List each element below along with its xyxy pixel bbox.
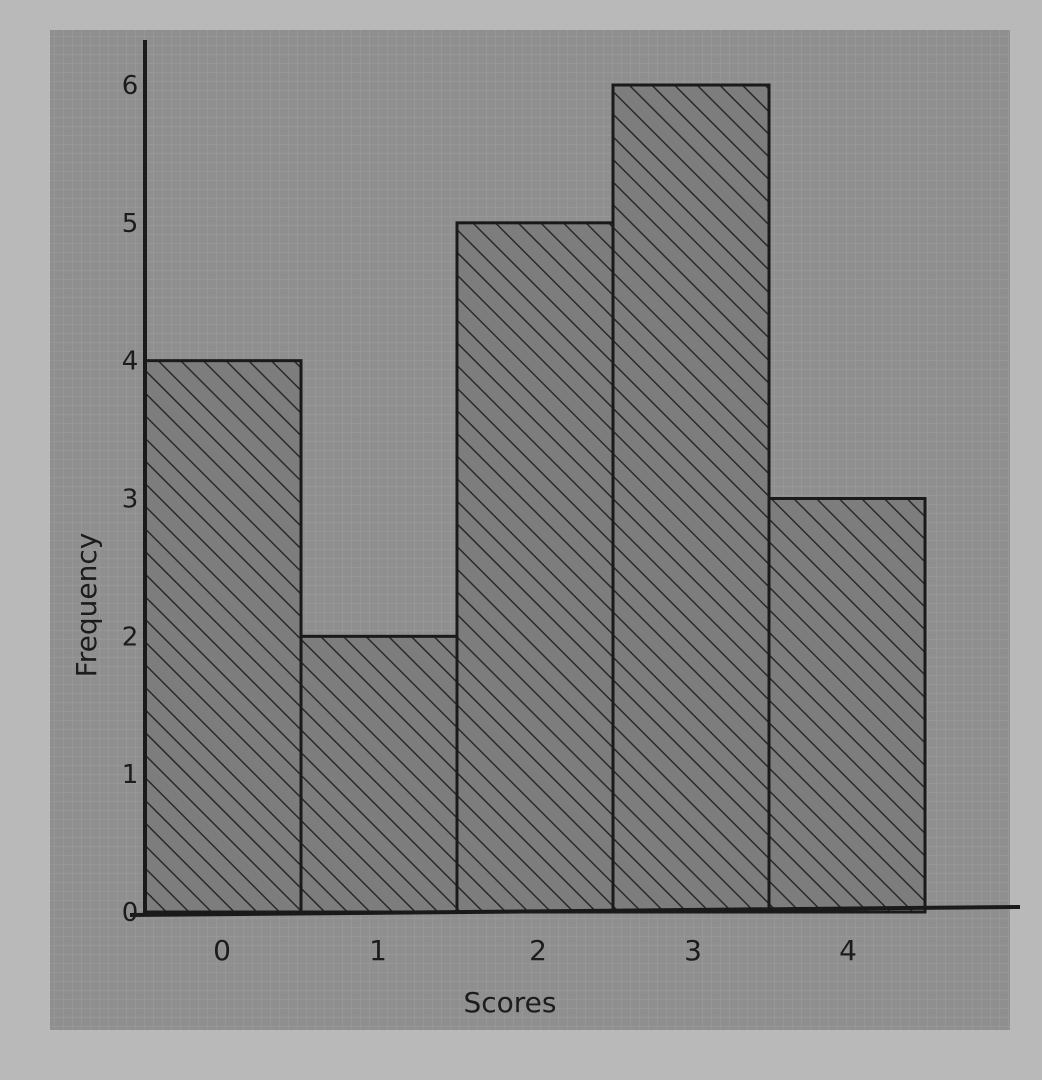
- y-axis-label: Frequency: [70, 533, 103, 678]
- y-tick-label-5: 5: [122, 209, 139, 239]
- bar-3: [611, 83, 771, 914]
- x-tick-label-4: 4: [839, 934, 857, 967]
- y-tick-label-6: 6: [122, 71, 139, 101]
- bar-0: [143, 359, 303, 914]
- x-tick-label-3: 3: [684, 934, 702, 967]
- bars-group: [143, 83, 927, 914]
- x-tick-label-0: 0: [213, 934, 231, 967]
- x-axis-label: Scores: [463, 986, 556, 1019]
- y-tick-label-0: 0: [122, 898, 139, 928]
- x-axis-line: [129, 905, 1021, 917]
- bar-1: [299, 634, 459, 914]
- y-tick-labels: 0 1 2 3 4 5 6: [122, 71, 139, 928]
- bar-2: [455, 221, 615, 914]
- y-tick-label-2: 2: [122, 622, 139, 652]
- x-tick-label-2: 2: [529, 934, 547, 967]
- bar-4: [767, 497, 927, 914]
- y-tick-label-3: 3: [122, 485, 139, 515]
- y-tick-label-1: 1: [122, 760, 139, 790]
- y-tick-label-4: 4: [122, 347, 139, 377]
- x-tick-label-1: 1: [369, 934, 387, 967]
- x-tick-labels: 0 1 2 3 4: [213, 934, 857, 967]
